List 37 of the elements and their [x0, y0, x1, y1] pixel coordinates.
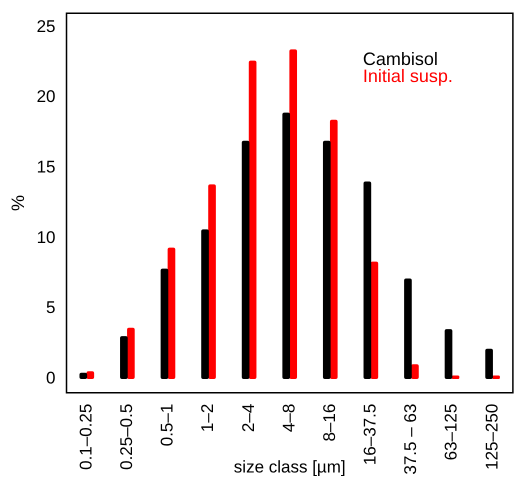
- bar: [242, 140, 250, 379]
- y-axis-title: %: [8, 194, 28, 211]
- bar: [120, 336, 128, 379]
- bar: [330, 120, 338, 379]
- x-tick-label: 16–37.5: [360, 404, 380, 466]
- bar: [411, 364, 419, 379]
- x-tick-label: 1–2: [198, 404, 218, 432]
- bar: [364, 182, 372, 379]
- bar: [322, 140, 331, 379]
- bar: [127, 328, 135, 379]
- bar: [208, 184, 216, 379]
- bar: [201, 229, 209, 379]
- x-tick-label: 37.5 – 63: [401, 404, 420, 475]
- y-tick-label: 0: [46, 368, 56, 388]
- bar: [289, 49, 298, 379]
- bar: [248, 60, 256, 379]
- x-tick-label: 4–8: [279, 404, 298, 432]
- y-tick-label: 15: [36, 158, 56, 176]
- bar: [404, 278, 412, 379]
- x-tick-label: 8–16: [320, 404, 339, 442]
- x-axis-title: size class [µm]: [234, 457, 346, 476]
- y-tick-label: 25: [36, 16, 56, 36]
- y-tick-label: 20: [36, 87, 56, 106]
- bar: [444, 329, 452, 379]
- bar: [282, 112, 290, 379]
- x-tick-label: 125–250: [482, 404, 502, 470]
- bar: [160, 268, 168, 379]
- x-tick-label: 63–125: [442, 404, 461, 460]
- x-tick-label: 0.5–1: [158, 404, 177, 446]
- bar: [485, 348, 493, 379]
- x-tick-label: 0.25–0.5: [117, 404, 136, 470]
- y-tick-label: 10: [36, 228, 56, 247]
- bar: [168, 248, 176, 379]
- x-tick-label: 0.1–0.25: [76, 404, 96, 470]
- y-tick-label: 5: [46, 298, 56, 318]
- x-tick-label: 2–4: [238, 404, 258, 432]
- bar: [370, 262, 378, 379]
